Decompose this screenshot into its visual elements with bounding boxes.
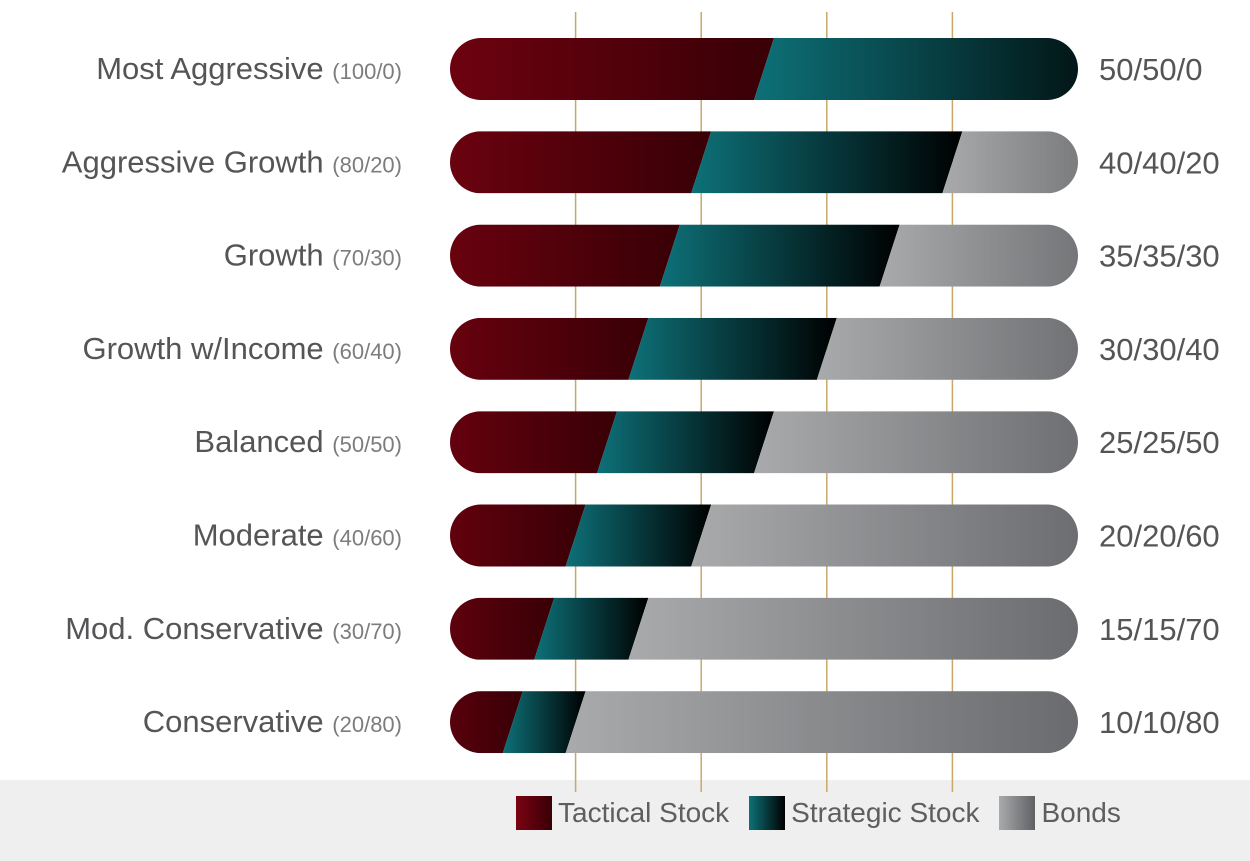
category-ratio: (30/70) [332,619,402,644]
category-ratio: (50/50) [332,432,402,457]
bar-row [450,224,1078,287]
category-label: Aggressive Growth (80/20) [62,144,402,179]
allocation-label: 10/10/80 [1099,705,1220,740]
legend-label: Strategic Stock [791,797,980,828]
bar-segment-tactical-stock [450,131,712,194]
bar-segment-strategic-stock [691,131,963,194]
bar-segment-tactical-stock [450,317,649,380]
bar-segment-bonds [628,597,1078,660]
bar-segment-tactical-stock [450,411,617,474]
legend-label: Tactical Stock [558,797,730,828]
gridlines [574,12,954,792]
allocation-labels: 50/50/0 40/40/20 35/35/30 30/30/40 25/25/50 2… [1099,52,1220,740]
bar-segment-tactical-stock [450,597,555,660]
legend-swatch [999,796,1036,830]
bar-segment-strategic-stock [565,504,712,567]
allocation-label: 35/35/30 [1099,239,1220,274]
allocation-label: 20/20/60 [1099,519,1220,554]
legend-item: Bonds [999,796,1121,830]
allocation-label: 30/30/40 [1099,332,1220,367]
bar-row [450,597,1078,660]
category-ratio: (40/60) [332,526,402,551]
bar-segment-bonds [942,131,1078,194]
legend: Tactical Stock Strategic Stock Bonds [516,796,1141,830]
category-name: Moderate [193,518,333,553]
category-ratio: (100/0) [332,59,402,84]
bar-segment-bonds [754,411,1078,474]
bar-segment-strategic-stock [628,317,837,380]
bar-row [450,38,1078,100]
category-name: Balanced [194,424,332,459]
bar-row [450,691,1078,754]
bar-segment-tactical-stock [450,38,774,100]
bar-row [450,131,1078,194]
category-name: Conservative [143,704,333,739]
bars [450,38,1078,754]
bar-row [450,504,1078,567]
category-label: Growth (70/30) [224,238,402,273]
bar-segment-strategic-stock [597,411,774,474]
bar-segment-strategic-stock [534,597,649,660]
category-ratio: (70/30) [332,246,402,271]
category-ratio: (20/80) [332,712,402,737]
allocation-label: 40/40/20 [1099,145,1220,180]
category-name: Aggressive Growth [62,144,333,179]
category-label: Growth w/Income (60/40) [82,331,402,366]
bar-segment-bonds [879,224,1078,287]
bar-segment-tactical-stock [450,691,523,754]
bar-segment-bonds [565,691,1078,754]
category-name: Growth w/Income [82,331,332,366]
legend-band [0,780,1250,861]
category-ratio: (80/20) [332,152,402,177]
category-name: Growth [224,238,333,273]
category-label: Most Aggressive (100/0) [96,51,402,86]
legend-swatch [516,796,552,830]
legend-item: Tactical Stock [516,796,729,830]
allocation-label: 25/25/50 [1099,425,1220,460]
category-label: Conservative (20/80) [143,704,402,739]
bar-segment-strategic-stock [502,691,586,754]
allocation-label: 50/50/0 [1099,52,1202,87]
category-name: Most Aggressive [96,51,332,86]
legend-label: Bonds [1041,797,1121,828]
legend-item: Strategic Stock [749,796,979,830]
bar-segment-bonds [691,504,1078,567]
bar-row [450,317,1078,380]
category-ratio: (60/40) [332,339,402,364]
category-label: Moderate (40/60) [193,518,402,553]
bar-segment-tactical-stock [450,224,680,287]
legend-swatch [749,796,786,830]
category-label: Balanced (50/50) [194,424,402,459]
allocation-label: 15/15/70 [1099,612,1220,647]
bar-segment-tactical-stock [450,504,586,567]
bar-segment-strategic-stock [659,224,900,287]
category-name: Mod. Conservative [65,611,332,646]
bar-segment-bonds [816,317,1078,380]
bar-row [450,411,1078,474]
bar-segment-strategic-stock [754,38,1078,100]
category-label: Mod. Conservative (30/70) [65,611,402,646]
category-labels: Most Aggressive (100/0) Aggressive Growth… [62,51,402,739]
